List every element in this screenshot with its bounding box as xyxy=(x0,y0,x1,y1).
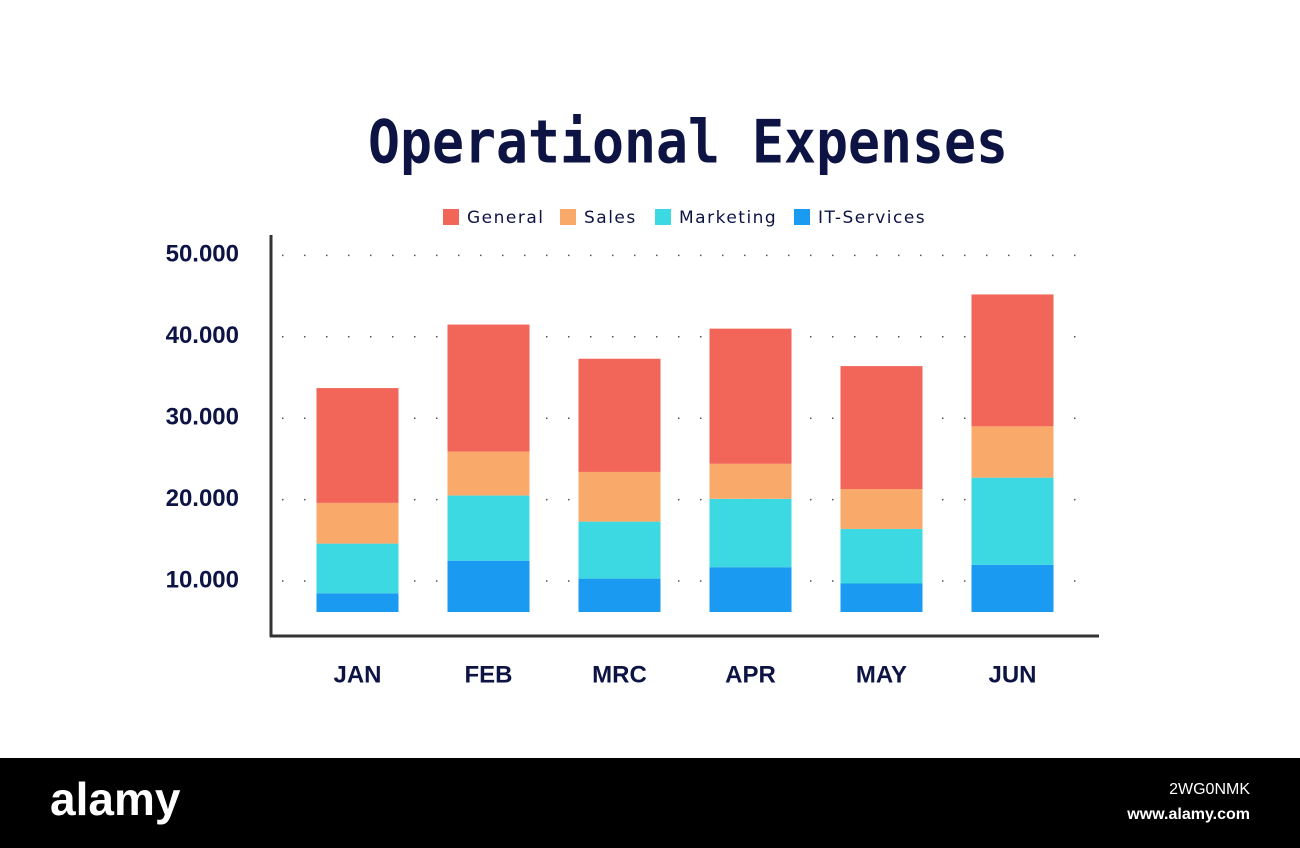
x-tick-label: MAY xyxy=(856,661,907,688)
bar-segment xyxy=(316,543,399,594)
bar-segment xyxy=(316,593,399,612)
legend-swatch xyxy=(560,209,576,225)
legend-label: Sales xyxy=(584,208,637,228)
bar-segment xyxy=(578,521,661,579)
bar-segment xyxy=(840,583,923,612)
bar-segment xyxy=(447,324,530,452)
legend-label: IT-Services xyxy=(818,208,926,228)
legend-label: Marketing xyxy=(679,208,777,228)
bar-segment xyxy=(316,388,399,503)
bar-segment xyxy=(578,471,661,522)
bar-segment xyxy=(709,567,792,612)
legend-swatch xyxy=(443,209,459,225)
x-tick-label: APR xyxy=(725,661,776,688)
legend-swatch xyxy=(794,209,810,225)
bar-segment xyxy=(709,498,792,568)
legend-label: General xyxy=(467,208,545,228)
bar-segment xyxy=(447,451,530,496)
watermark-bar xyxy=(0,758,1300,848)
bar-segment xyxy=(578,578,661,612)
bar-segment xyxy=(840,366,923,490)
watermark-id: 2WG0NMK xyxy=(1169,781,1250,798)
x-tick-label: JUN xyxy=(988,661,1036,688)
x-tick-label: FEB xyxy=(465,661,513,688)
bar-segment xyxy=(971,564,1054,612)
y-tick-label: 30.000 xyxy=(166,404,239,431)
legend-swatch xyxy=(655,209,671,225)
y-tick-label: 50.000 xyxy=(166,241,239,268)
y-tick-label: 10.000 xyxy=(166,566,239,593)
y-tick-label: 20.000 xyxy=(166,485,239,512)
bar-segment xyxy=(578,358,661,472)
bar-segment xyxy=(447,560,530,612)
x-tick-label: MRC xyxy=(592,661,647,688)
bar-segment xyxy=(971,426,1054,478)
bar-segment xyxy=(316,502,399,544)
bar-segment xyxy=(971,294,1054,427)
bar-segment xyxy=(709,463,792,499)
x-tick-label: JAN xyxy=(333,661,381,688)
bar-segment xyxy=(447,495,530,561)
bar-segment xyxy=(840,528,923,584)
y-tick-label: 40.000 xyxy=(166,322,239,349)
watermark-logo: alamy xyxy=(50,773,181,825)
bar-segment xyxy=(709,328,792,464)
bar-segment xyxy=(971,477,1054,565)
bar-segment xyxy=(840,489,923,529)
watermark-url: www.alamy.com xyxy=(1126,806,1250,823)
chart-title: Operational Expenses xyxy=(368,108,1008,178)
